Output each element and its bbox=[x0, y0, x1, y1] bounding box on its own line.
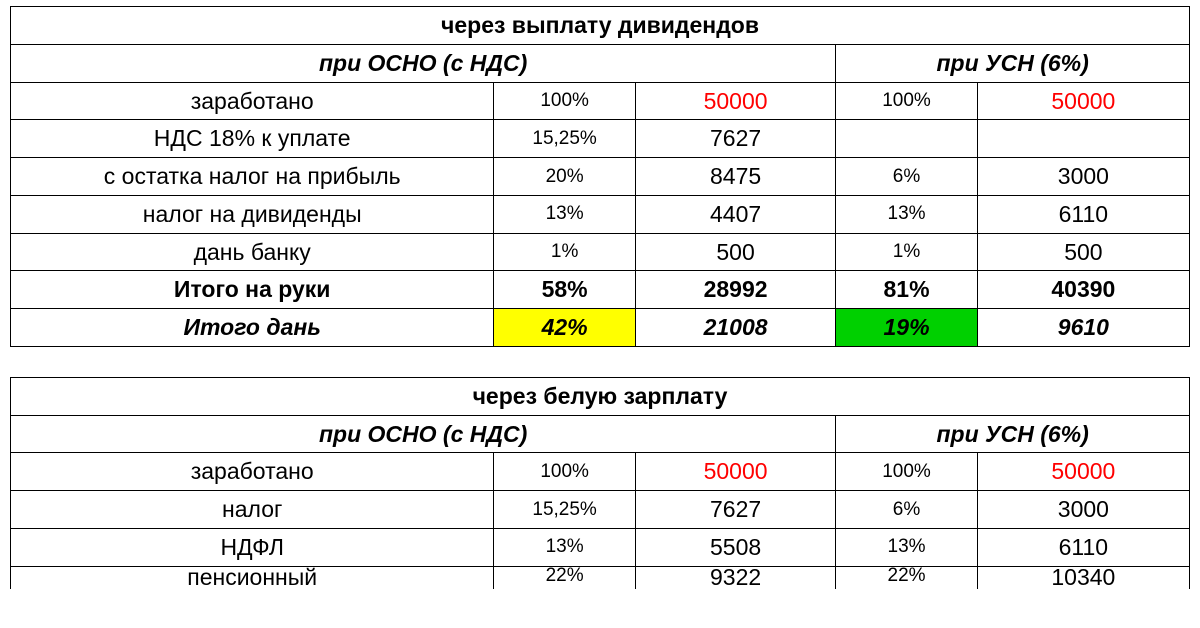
row-pct1: 15,25% bbox=[494, 491, 635, 529]
row-val1: 5508 bbox=[635, 528, 835, 566]
table1-title-row: через выплату дивидендов bbox=[11, 7, 1190, 45]
row-pct1: 22% bbox=[494, 566, 635, 589]
row-pct2 bbox=[836, 120, 977, 158]
row-val2: 3000 bbox=[977, 491, 1189, 529]
table1-total-net-row: Итого на руки 58% 28992 81% 40390 bbox=[11, 271, 1190, 309]
table2-cut-row: пенсионный 22% 9322 22% 10340 bbox=[11, 566, 1190, 589]
row-val1: 500 bbox=[635, 233, 835, 271]
table2-title-row: через белую зарплату bbox=[11, 377, 1190, 415]
table1-sub-usn: при УСН (6%) bbox=[836, 44, 1190, 82]
row-pct1: 100% bbox=[494, 82, 635, 120]
row-val2: 9610 bbox=[977, 309, 1189, 347]
row-label: Итого дань bbox=[11, 309, 494, 347]
dividends-table: через выплату дивидендов при ОСНО (с НДС… bbox=[10, 6, 1190, 347]
row-pct1: 15,25% bbox=[494, 120, 635, 158]
row-pct1: 13% bbox=[494, 528, 635, 566]
row-pct2: 13% bbox=[836, 195, 977, 233]
row-pct1: 1% bbox=[494, 233, 635, 271]
row-pct2: 6% bbox=[836, 158, 977, 196]
table1-total-tax-row: Итого дань 42% 21008 19% 9610 bbox=[11, 309, 1190, 347]
table1-subhead-row: при ОСНО (с НДС) при УСН (6%) bbox=[11, 44, 1190, 82]
row-val1: 9322 bbox=[635, 566, 835, 589]
row-pct2: 22% bbox=[836, 566, 977, 589]
row-pct1: 100% bbox=[494, 453, 635, 491]
table-row: налог на дивиденды 13% 4407 13% 6110 bbox=[11, 195, 1190, 233]
row-val1: 8475 bbox=[635, 158, 835, 196]
row-val2: 6110 bbox=[977, 528, 1189, 566]
row-val2 bbox=[977, 120, 1189, 158]
row-label: НДФЛ bbox=[11, 528, 494, 566]
row-val1: 7627 bbox=[635, 491, 835, 529]
row-val2: 40390 bbox=[977, 271, 1189, 309]
row-val2: 3000 bbox=[977, 158, 1189, 196]
row-val1: 50000 bbox=[635, 82, 835, 120]
table-row: НДС 18% к уплате 15,25% 7627 bbox=[11, 120, 1190, 158]
row-pct1: 13% bbox=[494, 195, 635, 233]
table-row: заработано 100% 50000 100% 50000 bbox=[11, 453, 1190, 491]
row-pct2: 100% bbox=[836, 82, 977, 120]
row-val2: 50000 bbox=[977, 82, 1189, 120]
row-val2: 6110 bbox=[977, 195, 1189, 233]
table1-sub-osno: при ОСНО (с НДС) bbox=[11, 44, 836, 82]
salary-table: через белую зарплату при ОСНО (с НДС) пр… bbox=[10, 377, 1190, 589]
row-label: Итого на руки bbox=[11, 271, 494, 309]
table-row: с остатка налог на прибыль 20% 8475 6% 3… bbox=[11, 158, 1190, 196]
table-gap bbox=[10, 347, 1190, 377]
row-label: дань банку bbox=[11, 233, 494, 271]
table-row: НДФЛ 13% 5508 13% 6110 bbox=[11, 528, 1190, 566]
table2-sub-usn: при УСН (6%) bbox=[836, 415, 1190, 453]
row-pct2: 6% bbox=[836, 491, 977, 529]
table-row: заработано 100% 50000 100% 50000 bbox=[11, 82, 1190, 120]
row-label: налог bbox=[11, 491, 494, 529]
row-pct2: 81% bbox=[836, 271, 977, 309]
row-val1: 4407 bbox=[635, 195, 835, 233]
row-val2: 50000 bbox=[977, 453, 1189, 491]
table2-sub-osno: при ОСНО (с НДС) bbox=[11, 415, 836, 453]
row-label: налог на дивиденды bbox=[11, 195, 494, 233]
table2-subhead-row: при ОСНО (с НДС) при УСН (6%) bbox=[11, 415, 1190, 453]
row-pct2: 1% bbox=[836, 233, 977, 271]
table-row: налог 15,25% 7627 6% 3000 bbox=[11, 491, 1190, 529]
row-pct1: 42% bbox=[494, 309, 635, 347]
row-val1: 50000 bbox=[635, 453, 835, 491]
row-pct2: 13% bbox=[836, 528, 977, 566]
row-val1: 28992 bbox=[635, 271, 835, 309]
row-pct1: 58% bbox=[494, 271, 635, 309]
table1-title: через выплату дивидендов bbox=[11, 7, 1190, 45]
table-row: дань банку 1% 500 1% 500 bbox=[11, 233, 1190, 271]
row-label: заработано bbox=[11, 453, 494, 491]
row-label: пенсионный bbox=[11, 566, 494, 589]
row-val1: 21008 bbox=[635, 309, 835, 347]
row-pct1: 20% bbox=[494, 158, 635, 196]
table2-title: через белую зарплату bbox=[11, 377, 1190, 415]
row-val2: 500 bbox=[977, 233, 1189, 271]
row-label: НДС 18% к уплате bbox=[11, 120, 494, 158]
row-label: заработано bbox=[11, 82, 494, 120]
row-val2: 10340 bbox=[977, 566, 1189, 589]
row-label: с остатка налог на прибыль bbox=[11, 158, 494, 196]
row-pct2: 19% bbox=[836, 309, 977, 347]
row-val1: 7627 bbox=[635, 120, 835, 158]
row-pct2: 100% bbox=[836, 453, 977, 491]
